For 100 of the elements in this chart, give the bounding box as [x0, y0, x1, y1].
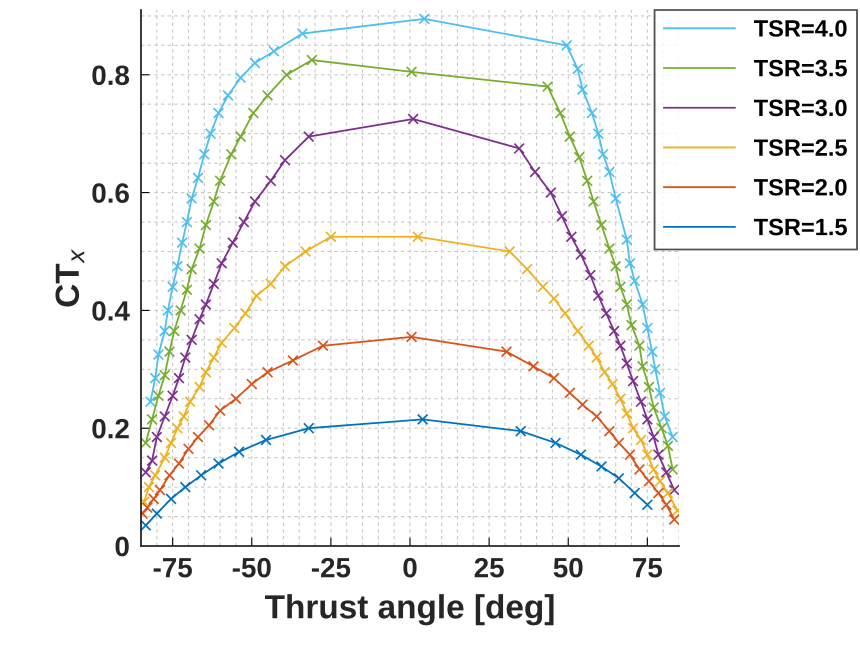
- point: [591, 352, 602, 364]
- point: [626, 319, 638, 331]
- point: [164, 470, 176, 482]
- point: [642, 322, 654, 334]
- point: [222, 90, 234, 102]
- point: [648, 402, 660, 414]
- point: [166, 390, 178, 402]
- point: [576, 398, 588, 410]
- point: [560, 40, 572, 52]
- point: [214, 175, 226, 187]
- point: [208, 352, 220, 364]
- point: [592, 290, 604, 302]
- point: [150, 470, 161, 482]
- point: [150, 372, 161, 384]
- point: [146, 454, 158, 466]
- point: [556, 210, 568, 222]
- point: [141, 520, 152, 532]
- point: [173, 458, 185, 470]
- point: [246, 378, 258, 390]
- y-tick-label: 0.2: [92, 418, 129, 439]
- legend-label: TSR=4.0: [754, 20, 847, 37]
- point: [654, 387, 666, 399]
- point: [412, 231, 424, 242]
- point: [662, 487, 674, 499]
- point: [249, 196, 261, 208]
- point: [621, 408, 632, 420]
- point: [642, 414, 654, 426]
- point: [406, 331, 418, 343]
- point: [614, 340, 626, 352]
- point: [172, 422, 184, 434]
- point: [148, 493, 160, 505]
- point: [650, 364, 661, 375]
- point: [186, 263, 198, 275]
- point: [181, 216, 193, 228]
- point: [265, 175, 276, 187]
- point: [660, 499, 672, 510]
- point: [548, 292, 560, 304]
- point: [181, 284, 193, 296]
- point: [249, 57, 261, 69]
- point: [260, 434, 272, 446]
- point: [141, 466, 152, 478]
- point: [166, 281, 178, 293]
- point: [513, 142, 525, 154]
- point: [195, 470, 207, 482]
- x-axis-title: Thrust angle [deg]: [265, 594, 554, 626]
- point: [629, 275, 640, 287]
- point: [279, 260, 291, 272]
- point: [629, 487, 640, 499]
- point: [182, 443, 194, 455]
- point: [613, 437, 625, 449]
- point: [621, 234, 632, 246]
- point: [159, 410, 170, 422]
- point: [159, 452, 170, 464]
- point: [216, 258, 228, 269]
- point: [584, 269, 596, 281]
- point: [614, 393, 626, 404]
- point: [583, 340, 594, 352]
- point: [233, 446, 245, 458]
- point: [500, 346, 512, 358]
- point: [287, 354, 299, 366]
- point: [545, 186, 557, 198]
- point: [406, 66, 418, 78]
- point: [317, 340, 329, 352]
- point: [646, 346, 658, 358]
- point: [192, 431, 204, 443]
- point: [566, 231, 578, 242]
- point: [660, 466, 672, 478]
- point: [624, 258, 636, 269]
- legend-label: TSR=3.0: [754, 100, 847, 116]
- point: [662, 440, 674, 452]
- point: [208, 278, 220, 290]
- point: [613, 472, 625, 484]
- y-tick-label: 0: [116, 536, 129, 556]
- point: [200, 298, 212, 310]
- point: [268, 46, 280, 57]
- point: [608, 325, 620, 337]
- point: [184, 396, 196, 408]
- point: [204, 128, 216, 140]
- point: [200, 219, 212, 231]
- point: [564, 130, 576, 142]
- point: [575, 248, 587, 260]
- point: [152, 390, 164, 402]
- point: [586, 107, 598, 119]
- point: [643, 476, 655, 487]
- point: [262, 90, 274, 102]
- point: [325, 231, 337, 242]
- point: [212, 107, 224, 119]
- point: [180, 481, 191, 493]
- point: [262, 366, 274, 378]
- point: [572, 63, 584, 75]
- point: [234, 72, 246, 84]
- point: [228, 322, 240, 334]
- point: [600, 308, 612, 320]
- point: [642, 449, 654, 460]
- point: [636, 298, 648, 310]
- point: [198, 148, 210, 160]
- point: [300, 246, 312, 258]
- point: [212, 458, 224, 470]
- point: [173, 372, 185, 384]
- point: [172, 260, 184, 272]
